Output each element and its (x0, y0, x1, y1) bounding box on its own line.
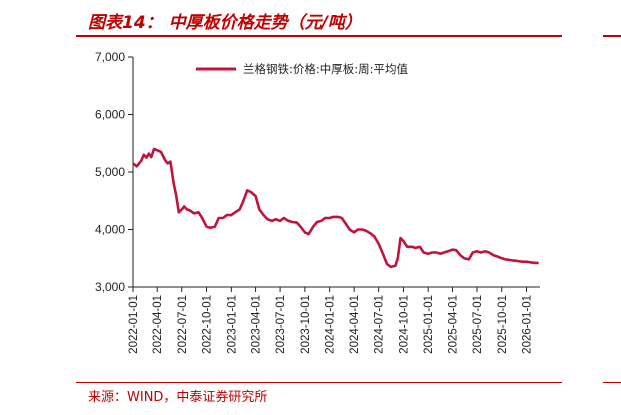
y-tick-label: 4,000 (95, 223, 125, 237)
y-tick-label: 3,000 (95, 280, 125, 294)
x-tick-label: 2023-07-01 (275, 295, 287, 354)
x-tick-label: 2024-10-01 (398, 295, 410, 354)
x-tick-label: 2024-01-01 (325, 295, 337, 354)
legend-label: 兰格钢铁:价格:中厚板:周:平均值 (243, 62, 408, 76)
title-rule (76, 35, 562, 37)
x-tick-label: 2022-10-01 (202, 295, 214, 354)
x-tick-label: 2023-01-01 (226, 295, 238, 354)
x-tick-label: 2024-07-01 (374, 295, 386, 354)
x-tick-label: 2024-04-01 (349, 295, 361, 354)
x-tick-label: 2025-07-01 (472, 295, 484, 354)
adjacent-panel-rule (603, 35, 621, 37)
x-tick-label: 2022-04-01 (152, 295, 164, 354)
y-tick-label: 7,000 (95, 50, 125, 64)
figure-title: 图表14： 中厚板价格走势（元/吨） (88, 13, 362, 33)
x-tick-label: 2026-01-01 (522, 295, 534, 354)
x-tick-label: 2022-07-01 (177, 295, 189, 354)
y-tick-label: 6,000 (95, 108, 125, 122)
series-line (132, 147, 539, 269)
footer-rule (76, 382, 562, 383)
x-tick-label: 2025-10-01 (497, 295, 509, 354)
x-tick-label: 2023-10-01 (300, 295, 312, 354)
x-tick-label: 2025-04-01 (447, 295, 459, 354)
x-tick-label: 2022-01-01 (128, 295, 140, 354)
x-tick-label: 2023-04-01 (251, 295, 263, 354)
y-axis-ticks: 3,000 4,000 5,000 6,000 7,000 (95, 50, 133, 294)
adjacent-footer-rule (603, 382, 621, 383)
x-axis-ticks: 2022-01-01 2022-04-01 2022-07-01 2022-10-01… (128, 287, 534, 354)
x-tick-label: 2025-01-01 (423, 295, 435, 354)
y-tick-label: 5,000 (95, 165, 125, 179)
source-note: 来源：WIND，中泰证券研究所 (88, 390, 268, 405)
legend: 兰格钢铁:价格:中厚板:周:平均值 (196, 62, 408, 76)
